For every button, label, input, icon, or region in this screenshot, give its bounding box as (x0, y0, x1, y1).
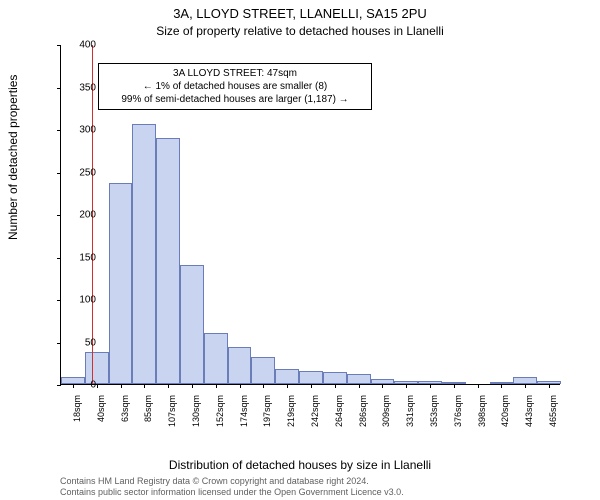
x-tick-label: 107sqm (167, 395, 177, 427)
x-tick-label: 152sqm (215, 395, 225, 427)
histogram-bar (61, 377, 85, 384)
x-tick-label: 353sqm (429, 395, 439, 427)
x-tick-label: 197sqm (262, 395, 272, 427)
x-tick-mark (287, 384, 288, 388)
histogram-bar (156, 138, 180, 385)
x-tick-mark (263, 384, 264, 388)
annotation-line3: 99% of semi-detached houses are larger (… (105, 93, 365, 106)
histogram-bar (180, 265, 204, 384)
x-tick-label: 331sqm (405, 395, 415, 427)
histogram-bar (299, 371, 323, 384)
y-axis-label: Number of detached properties (6, 75, 20, 240)
x-tick-mark (73, 384, 74, 388)
x-tick-mark (168, 384, 169, 388)
x-tick-label: 219sqm (286, 395, 296, 427)
x-tick-label: 264sqm (334, 395, 344, 427)
y-tick-mark (57, 130, 61, 131)
y-tick-label: 400 (79, 40, 96, 51)
y-tick-label: 50 (85, 337, 96, 348)
y-tick-mark (57, 385, 61, 386)
x-tick-mark (549, 384, 550, 388)
x-tick-mark (240, 384, 241, 388)
annotation-line2: ← 1% of detached houses are smaller (8) (105, 80, 365, 93)
y-tick-label: 350 (79, 82, 96, 93)
x-tick-mark (478, 384, 479, 388)
y-tick-label: 200 (79, 210, 96, 221)
y-tick-mark (57, 300, 61, 301)
x-tick-mark (454, 384, 455, 388)
x-tick-label: 18sqm (72, 395, 82, 422)
x-tick-mark (216, 384, 217, 388)
y-tick-mark (57, 215, 61, 216)
x-tick-mark (121, 384, 122, 388)
x-tick-label: 85sqm (143, 395, 153, 422)
y-tick-label: 150 (79, 252, 96, 263)
x-tick-mark (501, 384, 502, 388)
chart-title-address: 3A, LLOYD STREET, LLANELLI, SA15 2PU (0, 6, 600, 21)
x-tick-mark (525, 384, 526, 388)
x-tick-mark (359, 384, 360, 388)
credit-text: Contains HM Land Registry data © Crown c… (60, 476, 404, 498)
y-tick-label: 0 (90, 380, 96, 391)
y-tick-mark (57, 45, 61, 46)
x-tick-label: 286sqm (358, 395, 368, 427)
y-tick-mark (57, 343, 61, 344)
x-tick-mark (311, 384, 312, 388)
x-tick-label: 420sqm (500, 395, 510, 427)
histogram-bar (251, 357, 275, 384)
y-tick-label: 300 (79, 125, 96, 136)
histogram-bar (109, 183, 133, 384)
y-tick-label: 100 (79, 295, 96, 306)
x-tick-mark (335, 384, 336, 388)
chart-area: 18sqm 40sqm 63sqm 85sqm 107sqm 130sqm 152sqm 17… (60, 45, 560, 425)
histogram-bar (513, 377, 537, 384)
y-tick-mark (57, 88, 61, 89)
x-tick-mark (382, 384, 383, 388)
x-tick-mark (192, 384, 193, 388)
credit-line1: Contains HM Land Registry data © Crown c… (60, 476, 404, 487)
x-tick-label: 63sqm (120, 395, 130, 422)
y-tick-mark (57, 173, 61, 174)
credit-line2: Contains public sector information licen… (60, 487, 404, 498)
x-tick-label: 398sqm (477, 395, 487, 427)
histogram-bar (204, 333, 228, 384)
histogram-bar (347, 374, 371, 384)
x-tick-mark (144, 384, 145, 388)
chart-subtitle: Size of property relative to detached ho… (0, 24, 600, 38)
x-tick-label: 40sqm (96, 395, 106, 422)
x-tick-label: 465sqm (548, 395, 558, 427)
histogram-bar (323, 372, 347, 384)
annotation-line1: 3A LLOYD STREET: 47sqm (105, 67, 365, 80)
x-tick-label: 130sqm (191, 395, 201, 427)
x-tick-label: 376sqm (453, 395, 463, 427)
histogram-bar (275, 369, 299, 384)
x-tick-label: 309sqm (381, 395, 391, 427)
y-tick-label: 250 (79, 167, 96, 178)
histogram-bar (85, 352, 109, 384)
x-tick-label: 242sqm (310, 395, 320, 427)
x-tick-label: 174sqm (239, 395, 249, 427)
x-tick-mark (97, 384, 98, 388)
x-tick-label: 443sqm (524, 395, 534, 427)
x-tick-mark (430, 384, 431, 388)
x-axis-label: Distribution of detached houses by size … (0, 458, 600, 472)
annotation-box: 3A LLOYD STREET: 47sqm ← 1% of detached … (98, 63, 372, 110)
histogram-bar (132, 124, 156, 384)
y-tick-mark (57, 258, 61, 259)
x-tick-mark (406, 384, 407, 388)
histogram-bar (228, 347, 252, 384)
